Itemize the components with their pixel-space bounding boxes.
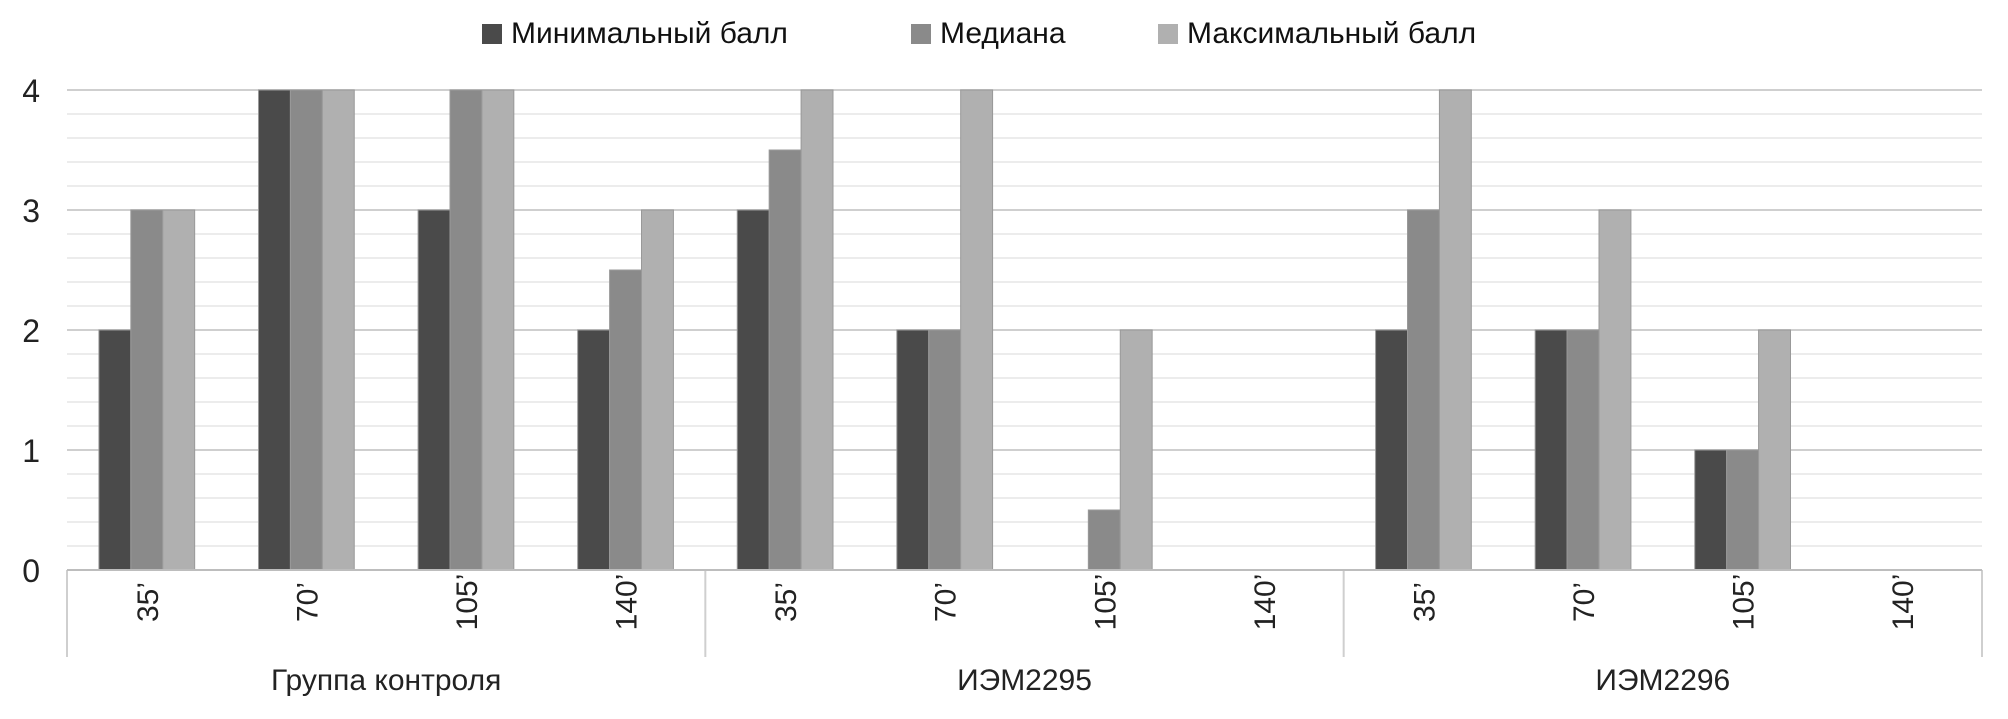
bar (1407, 209, 1440, 571)
y-tick-label: 0 (22, 553, 40, 589)
y-tick-label: 4 (22, 73, 40, 109)
bar (258, 89, 291, 571)
legend-item: Минимальный балл (482, 17, 788, 50)
bar (1438, 89, 1472, 571)
axes: 0 1 2 3 4 35’ 70’ 105’ 140’ Группа контроля 35’ 70’… (22, 73, 1983, 697)
legend-item: Максимальный балл (1158, 17, 1476, 50)
category-label: 105’ (451, 574, 484, 631)
bar (1758, 329, 1792, 571)
bar (609, 269, 642, 571)
group-label: Группа контроля (271, 664, 501, 697)
legend-swatch (1158, 24, 1178, 44)
bar (481, 89, 515, 571)
category-label: 35’ (770, 582, 803, 622)
category-label: 105’ (1089, 574, 1122, 631)
bar (162, 209, 196, 571)
y-tick-label: 2 (22, 313, 40, 349)
bar (1087, 509, 1121, 571)
category-label: 70’ (291, 582, 324, 622)
bar (768, 149, 802, 571)
bar (289, 89, 323, 571)
bar (928, 329, 962, 571)
legend-label: Максимальный балл (1187, 17, 1476, 50)
bar (449, 89, 483, 571)
category-label: 70’ (1568, 582, 1601, 622)
bar (321, 89, 355, 571)
gridlines (67, 89, 1982, 547)
bar (1726, 449, 1760, 571)
legend-item: Медиана (911, 17, 1066, 50)
bar (960, 89, 994, 571)
bar (1694, 449, 1728, 571)
bar (1598, 209, 1632, 571)
bar (641, 209, 674, 571)
legend-swatch (911, 24, 931, 44)
bar (736, 209, 770, 571)
y-tick-label: 3 (22, 193, 40, 229)
category-label: 35’ (1408, 582, 1441, 622)
bars (98, 89, 1792, 571)
bar (1119, 329, 1153, 571)
bar (896, 329, 930, 571)
bar (1375, 329, 1409, 571)
legend-label: Медиана (940, 17, 1066, 50)
bar (800, 89, 834, 571)
legend: Минимальный балл Медиана Максимальный балл (482, 17, 1476, 50)
y-tick-label: 1 (22, 433, 40, 469)
bar (1566, 329, 1600, 571)
bar (130, 209, 164, 571)
category-label: 35’ (132, 582, 165, 622)
bar (98, 329, 132, 571)
category-label: 140’ (1249, 574, 1282, 631)
category-label: 140’ (611, 574, 644, 631)
bar (417, 209, 451, 571)
bar (577, 329, 611, 571)
category-label: 105’ (1728, 574, 1761, 631)
category-label: 70’ (930, 582, 963, 622)
group-label: ИЭМ2296 (1595, 664, 1730, 697)
group-label: ИЭМ2295 (957, 664, 1092, 697)
legend-label: Минимальный балл (511, 17, 788, 50)
legend-swatch (482, 24, 502, 44)
category-label: 140’ (1887, 574, 1920, 631)
bar (1534, 329, 1568, 571)
